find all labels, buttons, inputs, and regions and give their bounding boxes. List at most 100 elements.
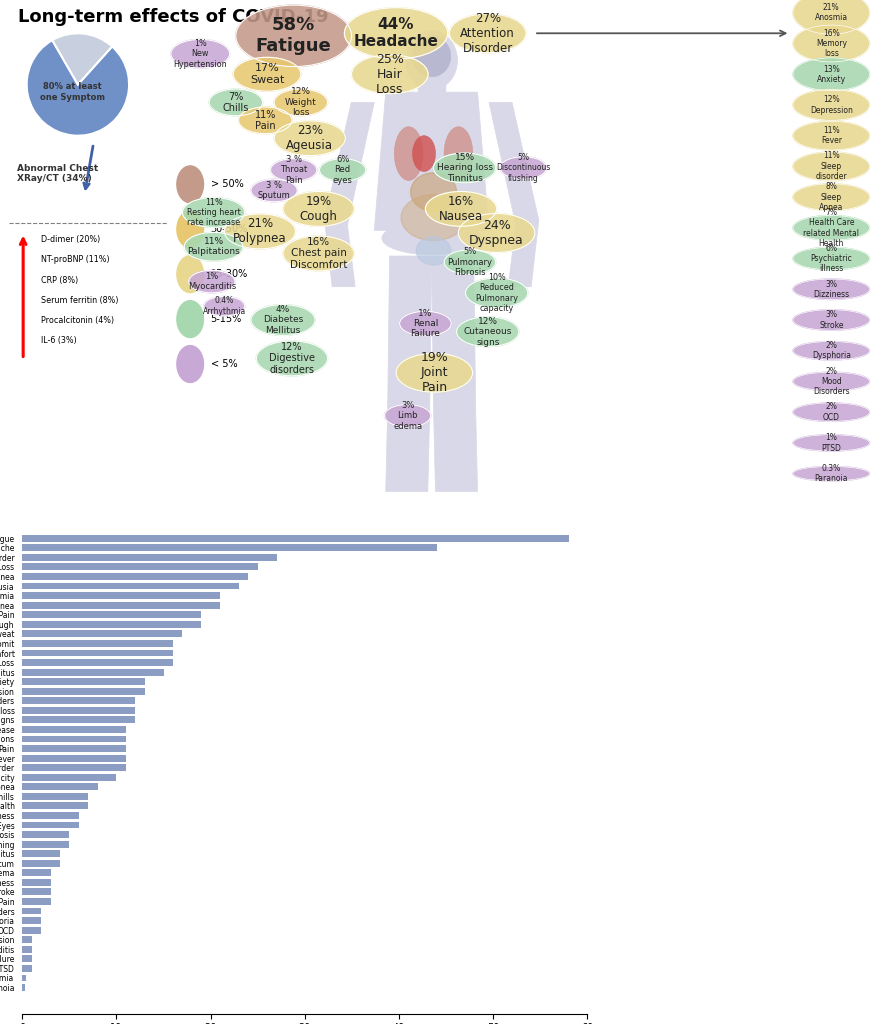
Ellipse shape (413, 136, 435, 171)
Ellipse shape (396, 353, 473, 392)
Ellipse shape (793, 309, 870, 330)
Bar (22, 592, 220, 599)
Bar (22, 869, 51, 877)
Ellipse shape (384, 404, 431, 427)
Ellipse shape (793, 184, 870, 211)
Bar (22, 927, 41, 934)
Bar (22, 602, 220, 608)
Text: 2%
Dysphoria: 2% Dysphoria (812, 341, 851, 360)
Text: 7%
Health Care
related Mental
Health: 7% Health Care related Mental Health (804, 208, 859, 248)
Ellipse shape (500, 157, 546, 179)
Bar (22, 554, 277, 561)
Bar (22, 707, 135, 714)
Text: 12%
Depression: 12% Depression (810, 95, 853, 115)
Polygon shape (432, 256, 475, 410)
Ellipse shape (410, 173, 457, 211)
Text: 27%
Attention
Disorder: 27% Attention Disorder (460, 12, 515, 54)
Ellipse shape (320, 159, 366, 181)
Text: 16%
Memory
loss: 16% Memory loss (816, 29, 846, 58)
Polygon shape (375, 92, 490, 230)
Text: IL-6 (3%): IL-6 (3%) (41, 337, 77, 345)
Polygon shape (385, 410, 430, 492)
Bar (22, 621, 201, 628)
Text: 21%
Polypnea: 21% Polypnea (233, 217, 287, 246)
Polygon shape (508, 220, 538, 287)
Text: 11%
Sleep
disorder: 11% Sleep disorder (815, 152, 847, 181)
Ellipse shape (352, 54, 428, 94)
Ellipse shape (233, 57, 301, 91)
Text: 58%
Fatigue: 58% Fatigue (255, 16, 332, 55)
Text: 0.3%
Paranoia: 0.3% Paranoia (814, 464, 848, 483)
Ellipse shape (204, 297, 245, 315)
Text: 44%
Headache: 44% Headache (353, 17, 439, 49)
Text: 2%
Mood
Disorders: 2% Mood Disorders (813, 367, 850, 396)
Text: 12%
Cutaneous
signs: 12% Cutaneous signs (464, 316, 512, 347)
Bar (22, 803, 88, 809)
Ellipse shape (251, 179, 297, 202)
Ellipse shape (382, 221, 481, 255)
Ellipse shape (793, 247, 870, 269)
Ellipse shape (209, 89, 263, 116)
Text: D-dimer (20%): D-dimer (20%) (41, 236, 100, 244)
Text: 23%
Ageusia: 23% Ageusia (287, 124, 333, 153)
Bar (22, 860, 60, 866)
Text: 2%
OCD: 2% OCD (822, 402, 840, 422)
Ellipse shape (465, 279, 528, 307)
Ellipse shape (177, 211, 204, 248)
Bar (22, 583, 239, 590)
Bar (22, 812, 78, 819)
Text: 80% at least
one Symptom: 80% at least one Symptom (40, 83, 105, 101)
Text: 30-50%: 30-50% (211, 224, 248, 234)
Ellipse shape (271, 159, 317, 181)
Text: 21%
Anosmia: 21% Anosmia (814, 3, 848, 23)
Ellipse shape (406, 31, 457, 90)
Bar (22, 755, 125, 762)
Ellipse shape (224, 214, 295, 249)
Bar (22, 735, 125, 742)
Text: 3 %
Sputum: 3 % Sputum (258, 181, 290, 200)
Polygon shape (388, 256, 432, 410)
Text: < 5%: < 5% (211, 359, 238, 369)
Ellipse shape (457, 317, 519, 346)
Ellipse shape (184, 232, 243, 261)
Text: 1%
Myocarditis: 1% Myocarditis (188, 272, 236, 291)
Bar (22, 669, 164, 676)
Text: 12%
Weight
loss: 12% Weight loss (285, 87, 317, 118)
Text: 15-30%: 15-30% (211, 269, 248, 280)
Bar (22, 975, 26, 981)
Bar (22, 889, 51, 895)
Text: 3%
Stroke: 3% Stroke (819, 310, 844, 330)
Bar (22, 907, 41, 914)
Ellipse shape (433, 153, 496, 182)
Bar (22, 678, 145, 685)
Text: 4%
Diabetes
Mellitus: 4% Diabetes Mellitus (263, 305, 303, 335)
Text: 3%
Dizziness: 3% Dizziness (813, 280, 849, 299)
Bar (22, 918, 41, 924)
Bar (22, 545, 437, 551)
Text: 7%
Chills: 7% Chills (222, 91, 249, 114)
Bar (22, 821, 78, 828)
Bar (22, 764, 125, 771)
Ellipse shape (400, 311, 451, 336)
Text: 12%
Digestive
disorders: 12% Digestive disorders (269, 342, 315, 375)
Text: 0.4%
Arrhythmia: 0.4% Arrhythmia (203, 297, 246, 315)
Ellipse shape (793, 152, 870, 180)
Text: 25%
Hair
Loss: 25% Hair Loss (376, 53, 404, 95)
Text: 1%
New
Hypertension: 1% New Hypertension (174, 39, 227, 69)
Polygon shape (433, 410, 478, 492)
Text: 10%
Reduced
Pulmonary
capacity: 10% Reduced Pulmonary capacity (475, 272, 518, 313)
Polygon shape (325, 102, 375, 225)
Text: 11%
Resting heart
rate increase: 11% Resting heart rate increase (187, 198, 240, 227)
Bar (22, 640, 173, 647)
Ellipse shape (274, 121, 345, 156)
Text: > 50%: > 50% (211, 179, 243, 189)
Bar (22, 649, 173, 656)
Ellipse shape (177, 166, 204, 203)
Bar (22, 898, 51, 905)
Ellipse shape (793, 373, 870, 391)
Ellipse shape (449, 13, 526, 52)
Text: 16%
Nausea: 16% Nausea (439, 195, 483, 223)
Ellipse shape (171, 39, 230, 68)
Ellipse shape (793, 25, 870, 62)
Text: Long-term effects of COVID-19: Long-term effects of COVID-19 (18, 8, 328, 26)
